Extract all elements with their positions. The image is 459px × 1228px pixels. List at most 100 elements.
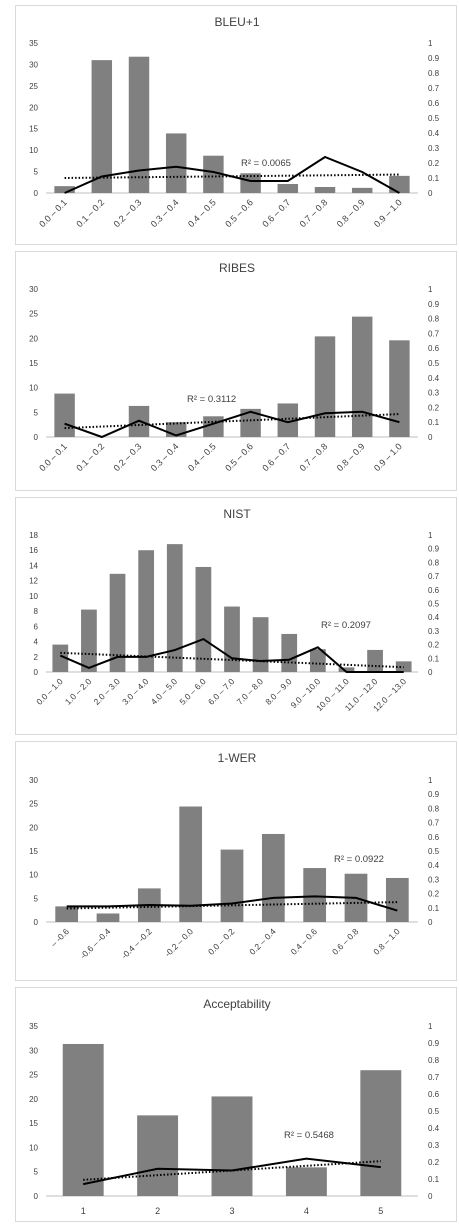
x-tick-label: 0.4 – 0.5 bbox=[186, 197, 218, 229]
y-right-tick-label: 0 bbox=[428, 1192, 433, 1201]
bar bbox=[55, 906, 79, 922]
y-right-tick-label: 0 bbox=[428, 189, 433, 198]
bar bbox=[54, 186, 75, 193]
y-right-tick-label: 0.8 bbox=[428, 558, 440, 567]
trendline bbox=[64, 413, 400, 430]
y-right-tick-label: 0.8 bbox=[428, 69, 440, 78]
y-right-tick-label: 0.1 bbox=[428, 1175, 440, 1184]
y-left-tick-label: 20 bbox=[29, 1095, 38, 1104]
x-tick-label: 0.8 – 1.0 bbox=[371, 926, 402, 957]
y-right-tick-label: 0.9 bbox=[428, 54, 440, 63]
y-right-tick-label: 0.6 bbox=[428, 833, 440, 842]
y-right-tick-label: 0.7 bbox=[428, 329, 440, 338]
y-left-tick-label: 35 bbox=[29, 39, 38, 48]
chart-acceptability: Acceptability0510152025303500.10.20.30.4… bbox=[29, 997, 440, 1216]
y-right-tick-label: 0 bbox=[428, 433, 433, 442]
x-tick-label: 0.6 – 0.7 bbox=[260, 197, 292, 229]
x-tick-label: 0.0 – 1.0 bbox=[34, 676, 65, 707]
bar bbox=[195, 566, 212, 672]
y-right-tick-label: 0.8 bbox=[428, 1056, 440, 1065]
y-right-tick-label: 0.3 bbox=[428, 1141, 440, 1150]
r-squared-label: R² = 0.2097 bbox=[321, 620, 371, 631]
y-left-tick-label: 30 bbox=[29, 776, 38, 785]
bar bbox=[137, 1115, 179, 1196]
y-right-tick-label: 0.2 bbox=[428, 403, 440, 412]
y-left-tick-label: 14 bbox=[29, 561, 38, 570]
x-tick-label: 0.6 – 0.8 bbox=[330, 926, 361, 957]
bar bbox=[285, 1167, 327, 1196]
y-right-tick-label: 0.6 bbox=[428, 99, 440, 108]
y-right-tick-label: 0.5 bbox=[428, 600, 440, 609]
y-left-tick-label: 30 bbox=[29, 285, 38, 294]
bar bbox=[303, 868, 327, 922]
y-left-tick-label: 25 bbox=[29, 1071, 38, 1080]
trendline bbox=[83, 1160, 381, 1181]
y-left-tick-label: 0 bbox=[34, 189, 39, 198]
y-right-tick-label: 0.2 bbox=[428, 641, 440, 650]
x-tick-label: 5.0 – 6.0 bbox=[177, 676, 208, 707]
x-tick-label: 0.3 – 0.4 bbox=[149, 197, 181, 229]
y-right-tick-label: 0.7 bbox=[428, 572, 440, 581]
y-right-tick-label: 0.5 bbox=[428, 1107, 440, 1116]
x-tick-label: 0.9 – 1.0 bbox=[372, 441, 404, 473]
y-right-tick-label: 0.4 bbox=[428, 861, 440, 870]
x-tick-label: 2.0 – 3.0 bbox=[91, 676, 122, 707]
y-left-tick-label: 35 bbox=[29, 1022, 38, 1031]
x-tick-label: 0.2 – 0.3 bbox=[112, 197, 144, 229]
y-left-tick-label: 5 bbox=[34, 1168, 39, 1177]
y-right-tick-label: 0.7 bbox=[428, 84, 440, 93]
x-tick-label: 0.6 – 0.7 bbox=[260, 441, 292, 473]
series-line bbox=[59, 637, 404, 673]
y-left-tick-label: 20 bbox=[29, 103, 38, 112]
y-right-tick-label: 0.3 bbox=[428, 144, 440, 153]
chart-panel-acceptability: Acceptability 0 5 10 15 20 25 30 35 0 0.1 0.2 0.3 0.4… bbox=[15, 987, 457, 1222]
bar bbox=[52, 644, 69, 672]
x-tick-label: 0.7 – 0.8 bbox=[298, 197, 330, 229]
chart-panel-wer: 1-WER 0 5 10 15 20 25 30 0 0.1 0.2 0.3 0.4 0.5 0.6 0.7 0… bbox=[15, 741, 457, 981]
chart-nist: NIST 0 2 4 6 8 10 12 14 16 18 0 0.1 0.2 0.3 0.4 0.5 0.6 0.… bbox=[29, 507, 440, 713]
trendline bbox=[66, 901, 398, 910]
y-right-tick-label: 0.4 bbox=[428, 129, 440, 138]
x-tick-label: 0.4 – 0.6 bbox=[289, 926, 320, 957]
bar bbox=[240, 173, 261, 193]
x-tick-label: 4 bbox=[304, 1206, 309, 1216]
x-tick-label: 0.1 – 0.2 bbox=[74, 197, 106, 229]
series-line bbox=[66, 895, 398, 912]
y-left-tick-label: 0 bbox=[34, 1192, 39, 1201]
y-right-tick-label: 0.6 bbox=[428, 1090, 440, 1099]
y-right-tick-label: 0.3 bbox=[428, 627, 440, 636]
bar bbox=[351, 316, 373, 437]
y-right-tick-label: 0.4 bbox=[428, 613, 440, 622]
bar bbox=[165, 133, 187, 193]
bar bbox=[240, 408, 261, 437]
chart-1-wer: 1-WER 0 5 10 15 20 25 30 0 0.1 0.2 0.3 0.4 0.5 0.6 0.7 0… bbox=[29, 751, 440, 961]
y-left-tick-label: 15 bbox=[29, 847, 38, 856]
chart-title: BLEU+1 bbox=[214, 15, 259, 29]
bar bbox=[91, 60, 113, 194]
y-left-tick-label: 20 bbox=[29, 334, 38, 343]
chart-bleu: BLEU+1 0 5 10 15 20 25 30 35 0 0.1 0.2 0.3 0.4 0.5 0.6 0… bbox=[29, 15, 440, 229]
y-left-tick-label: 8 bbox=[34, 607, 39, 616]
y-left-tick-label: 0 bbox=[34, 433, 39, 442]
bar bbox=[224, 606, 240, 672]
bar bbox=[81, 609, 97, 672]
y-left-tick-label: 20 bbox=[29, 823, 38, 832]
x-tick-label: – -0.6 bbox=[49, 926, 72, 949]
bar bbox=[96, 913, 120, 922]
bar bbox=[179, 806, 203, 922]
y-left-tick-label: 10 bbox=[29, 384, 38, 393]
y-right-tick-label: 0.8 bbox=[428, 315, 440, 324]
y-right-tick-label: 0.2 bbox=[428, 890, 440, 899]
y-left-tick-label: 5 bbox=[34, 894, 39, 903]
bar bbox=[211, 1096, 253, 1196]
y-left-tick-label: 15 bbox=[29, 125, 38, 134]
x-tick-label: 0.2 – 0.3 bbox=[112, 441, 144, 473]
x-tick-label: 0.5 – 0.6 bbox=[223, 441, 255, 473]
chart-title: Acceptability bbox=[203, 997, 270, 1011]
x-tick-label: 0.0 – 0.2 bbox=[206, 926, 237, 957]
y-left-tick-label: 25 bbox=[29, 82, 38, 91]
bar bbox=[166, 544, 183, 672]
chart-ribes: RIBES 0 5 10 15 20 25 30 0 0.1 0.2 0.3 0.4 0.5 0.6 0.7 0… bbox=[29, 261, 440, 473]
y-right-tick-label: 0.6 bbox=[428, 586, 440, 595]
bar bbox=[54, 393, 75, 437]
